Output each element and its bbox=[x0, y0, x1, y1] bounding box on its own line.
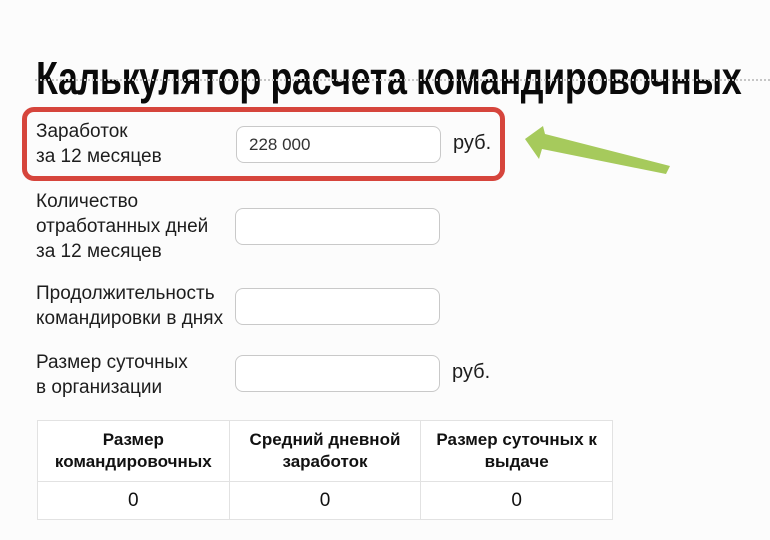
worked-days-label: Количество отработанных дней за 12 месяц… bbox=[36, 191, 209, 262]
trip-duration-input[interactable] bbox=[235, 288, 440, 325]
daily-allowance-label: Размер суточных в организации bbox=[36, 352, 188, 398]
earnings-currency-label: руб. bbox=[453, 132, 492, 154]
value-per-diem-payable: 0 bbox=[420, 481, 613, 520]
worked-days-input[interactable] bbox=[235, 208, 440, 245]
header-per-diem-payable: Размер суточных к выдаче bbox=[420, 420, 613, 482]
results-value-row: 0 0 0 bbox=[37, 481, 613, 520]
value-average-daily-earnings: 0 bbox=[228, 481, 422, 520]
green-arrow-icon bbox=[525, 126, 670, 174]
value-travel-allowance: 0 bbox=[37, 481, 230, 520]
earnings-input[interactable] bbox=[236, 126, 441, 163]
earnings-label: Заработок за 12 месяцев bbox=[36, 121, 162, 167]
header-travel-allowance: Размер командировочных bbox=[37, 420, 230, 482]
page-title: Калькулятор расчета командировочных bbox=[36, 51, 742, 104]
results-table: Размер командировочных Средний дневной з… bbox=[37, 420, 613, 520]
header-average-daily-earnings: Средний дневной заработок bbox=[228, 420, 422, 482]
trip-duration-label: Продолжительность командировки в днях bbox=[36, 283, 224, 329]
title-divider bbox=[35, 79, 770, 81]
daily-allowance-input[interactable] bbox=[235, 355, 440, 392]
results-header-row: Размер командировочных Средний дневной з… bbox=[37, 420, 613, 482]
daily-allowance-currency-label: руб. bbox=[452, 361, 491, 383]
highlight-annotation-box bbox=[22, 107, 505, 181]
